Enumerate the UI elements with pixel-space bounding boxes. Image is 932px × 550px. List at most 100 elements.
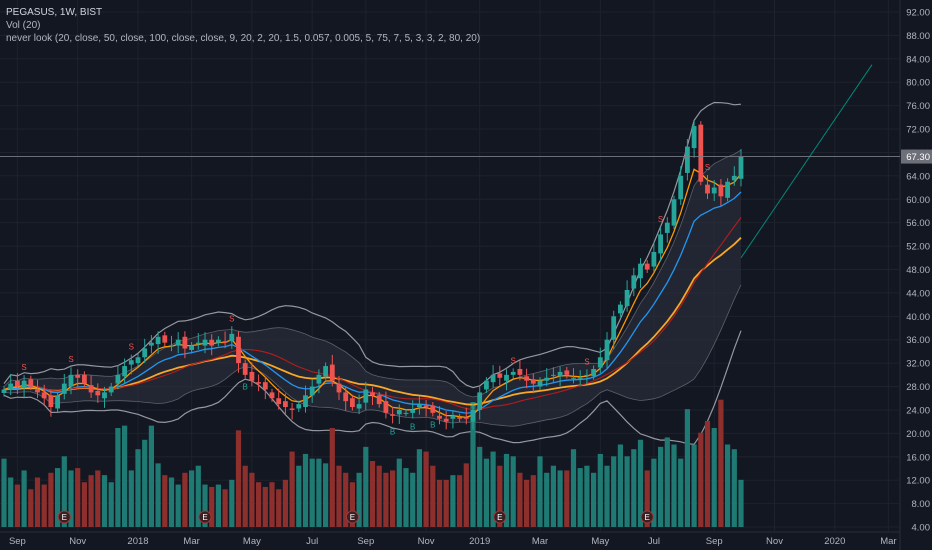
volume-bar [329, 428, 335, 527]
volume-bar [135, 449, 141, 527]
candle-body [316, 374, 322, 384]
volume-bar [48, 472, 54, 527]
price-tick-label: 80.00 [906, 78, 930, 89]
volume-bar [162, 475, 168, 527]
sell-signal: S [584, 357, 589, 366]
candle-body [390, 414, 395, 416]
earnings-marker [198, 510, 212, 524]
volume-bar [14, 484, 20, 527]
price-tick-label: 76.00 [906, 101, 930, 112]
volume-bar [718, 399, 724, 527]
price-axis[interactable]: 92.0088.0084.0080.0076.0072.0068.0064.00… [0, 8, 932, 534]
candle-body [551, 374, 556, 376]
candle-body [269, 392, 275, 399]
earnings-letter: E [350, 513, 355, 522]
candle-body [75, 374, 81, 378]
volume-bar [477, 446, 483, 527]
candle-body [169, 345, 174, 347]
volume-bar [249, 472, 255, 527]
candle-body [705, 184, 710, 194]
candle-body [175, 339, 181, 346]
volume-bar [88, 475, 94, 527]
time-axis[interactable]: Sep Nov 2018 Mar May Jul Sep Nov 2019 Mar May Jul Se… [9, 536, 897, 547]
price-tick-label: 52.00 [906, 242, 930, 253]
volume-bar [61, 456, 67, 527]
candle-body [82, 374, 87, 384]
candle-body [222, 341, 228, 343]
volume-bar [115, 428, 121, 527]
candle-body [611, 316, 617, 340]
ma-slow-line [3, 237, 742, 406]
chart-legend: PEGASUS, 1W, BIST Vol (20) never look (2… [6, 6, 480, 45]
candle-body [323, 366, 328, 377]
candle-body [597, 357, 603, 368]
candle-body [162, 335, 168, 343]
volume-bar [222, 489, 228, 527]
candle-body [604, 339, 610, 361]
volume-bar [101, 475, 108, 527]
symbol-label[interactable]: PEGASUS, 1W, BIST [6, 7, 103, 18]
volume-bar [430, 465, 436, 527]
volume-bar [617, 444, 623, 527]
volume-bar [436, 479, 443, 527]
candle-body [289, 408, 295, 410]
time-tick-label: May [243, 536, 261, 547]
volume-bar [21, 470, 27, 527]
price-tick-label: 84.00 [906, 54, 930, 65]
buy-signal: B [430, 420, 435, 429]
volume-bar [28, 489, 34, 527]
candle-body [242, 363, 248, 375]
candle-body [410, 409, 416, 413]
moving-averages [3, 64, 873, 419]
sell-signal: S [129, 343, 134, 352]
volume-bar [189, 470, 195, 527]
indicator-label[interactable]: never look (20, close, 50, close, 100, c… [6, 33, 481, 44]
candle-body [658, 234, 663, 254]
candle-body [718, 184, 724, 197]
volume-bar [671, 444, 677, 527]
candle-body [68, 374, 74, 387]
volume-bar [731, 449, 737, 527]
volume-bar [577, 468, 583, 527]
volume-bar [631, 449, 637, 527]
volume-bar [142, 439, 148, 527]
price-tick-label: 44.00 [906, 288, 930, 299]
candle-body [698, 124, 704, 182]
candle-body [685, 146, 690, 173]
volume-bar [564, 470, 570, 527]
candle-body [209, 339, 215, 346]
buy-signal: B [390, 427, 395, 436]
volume-bar [684, 409, 690, 527]
volume-bar [570, 449, 577, 527]
candle-body [135, 357, 141, 364]
price-tick-label: 36.00 [906, 335, 930, 346]
volume-bar [95, 470, 101, 527]
candle-body [423, 405, 429, 408]
candle-body [15, 380, 20, 387]
volume-bar [41, 484, 47, 527]
time-tick-label: Sep [9, 536, 26, 547]
earnings-letter: E [497, 513, 502, 522]
candle-body [48, 395, 54, 408]
earnings-letter: E [645, 513, 650, 522]
candle-body [591, 368, 596, 377]
volume-bar [269, 482, 275, 527]
time-tick-label: Mar [183, 536, 199, 547]
candle-body [61, 383, 67, 394]
candle-body [584, 374, 590, 376]
price-tick-label: 4.00 [912, 523, 931, 534]
candle-body [725, 181, 730, 198]
volume-bar [336, 465, 342, 527]
candle-body [564, 370, 570, 375]
candle-body [356, 404, 362, 409]
time-tick-label: Nov [418, 536, 435, 547]
volume-bar [624, 456, 630, 527]
signals: S S S S S S S S B B B B [21, 163, 710, 436]
volume-indicator-label[interactable]: Vol (20) [6, 20, 41, 31]
sell-signal: S [658, 215, 663, 224]
candle-body [450, 415, 456, 419]
price-tick-label: 20.00 [906, 429, 930, 440]
volume-bar [155, 463, 161, 527]
